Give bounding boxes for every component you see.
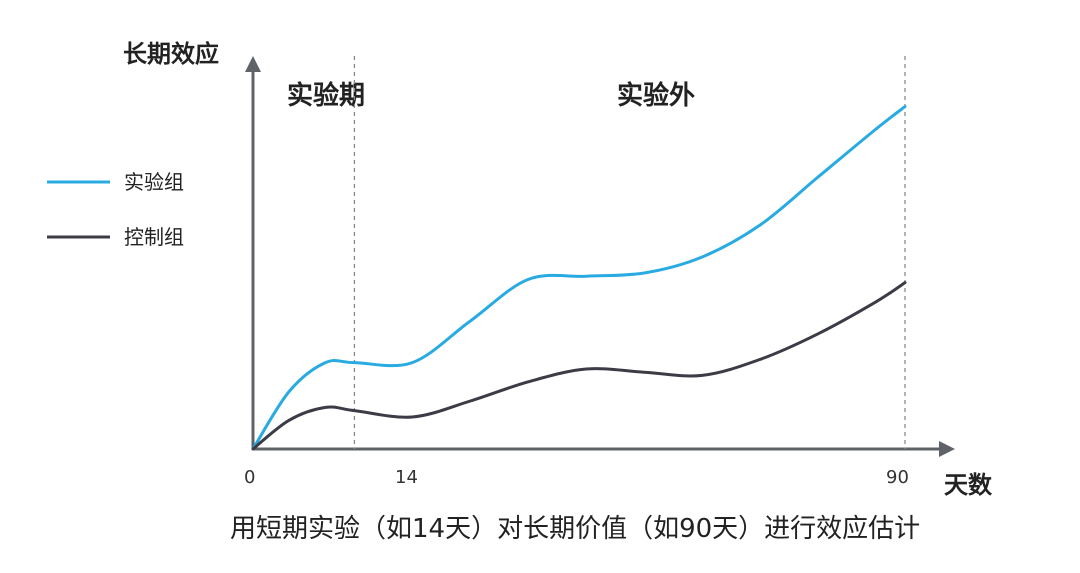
x-axis-title: 天数 <box>944 471 993 499</box>
region-label-experiment: 实验期 <box>287 80 365 111</box>
series-layer <box>251 105 907 451</box>
y-axis-title: 长期效应 <box>123 40 219 68</box>
dividers-layer <box>353 56 906 449</box>
legend-label-treatment: 实验组 <box>124 170 184 194</box>
series-line-treatment <box>251 105 907 451</box>
series-line-control <box>251 281 907 451</box>
x-axis-arrow <box>939 441 955 457</box>
region-label-post: 实验外 <box>617 80 695 111</box>
legend-label-control: 控制组 <box>124 225 184 249</box>
chart-caption: 用短期实验（如14天）对长期价值（如90天）进行效应估计 <box>230 514 920 544</box>
x-tick-14: 14 <box>395 467 418 488</box>
y-axis-arrow <box>245 56 261 72</box>
x-tick-0: 0 <box>244 467 255 488</box>
x-tick-90: 90 <box>886 467 909 488</box>
